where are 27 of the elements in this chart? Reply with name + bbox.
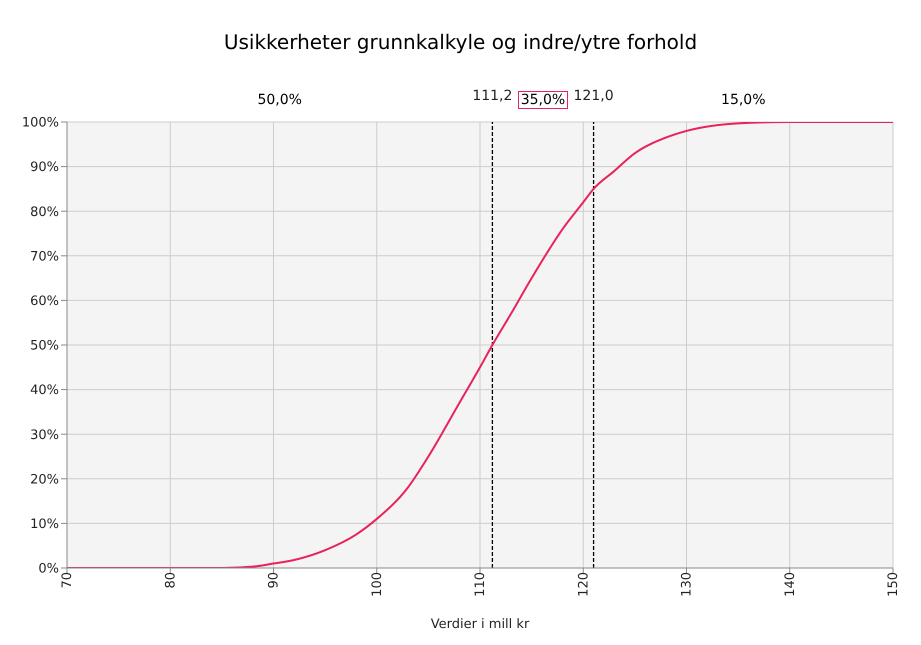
ref-line-label: 121,0 [574,88,614,104]
text: 35,0% [518,91,568,109]
y-tick-label: 80% [30,204,59,220]
y-tick-label: 10% [30,517,59,532]
x-tick-label: 70 [60,572,76,589]
x-tick-label: 100 [370,572,385,597]
x-tick-label: 90 [266,572,282,589]
text: 15,0% [720,92,767,108]
y-tick-label: 0% [38,562,59,577]
y-tick-label: 50% [30,338,59,354]
text: 50,0% [256,92,303,108]
y-tick-label: 60% [30,294,59,310]
x-tick-label: 130 [680,572,695,597]
y-tick-label: 20% [30,472,59,488]
y-tick-label: 30% [30,428,59,443]
ref-line-label: 111,2 [472,88,512,104]
x-axis-title: Verdier i mill kr [430,617,530,632]
y-tick-label: 70% [30,249,59,264]
x-tick-label: 110 [473,572,488,597]
y-tick-label: 100% [22,116,59,131]
x-tick-label: 140 [782,572,798,597]
chart-title: Usikkerheter grunnkalkyle og indre/ytre forhold [222,30,698,54]
x-tick-label: 120 [576,572,592,597]
x-tick-label: 80 [163,572,178,589]
y-tick-label: 90% [30,160,59,176]
x-tick-label: 150 [886,572,902,597]
y-tick-label: 40% [30,383,59,398]
